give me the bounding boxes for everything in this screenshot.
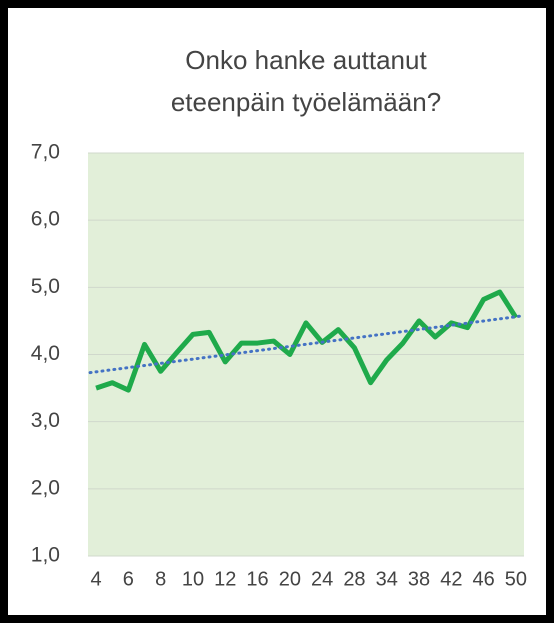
y-tick-label: 3,0 bbox=[31, 409, 60, 432]
y-tick-label: 7,0 bbox=[31, 141, 60, 164]
x-tick-label: 12 bbox=[214, 568, 236, 590]
chart-title: Onko hanke auttanut bbox=[185, 45, 427, 75]
x-tick-label: 34 bbox=[376, 568, 398, 590]
y-tick-label: 4,0 bbox=[31, 342, 60, 365]
x-tick-label: 42 bbox=[440, 568, 462, 590]
x-tick-label: 4 bbox=[91, 568, 102, 590]
x-tick-label: 50 bbox=[505, 568, 527, 590]
x-tick-label: 28 bbox=[343, 568, 365, 590]
x-tick-label: 10 bbox=[182, 568, 204, 590]
x-tick-label: 20 bbox=[279, 568, 301, 590]
data-line bbox=[95, 289, 519, 393]
x-tick-label: 24 bbox=[311, 568, 333, 590]
trendline bbox=[88, 314, 522, 375]
x-tick-label: 46 bbox=[473, 568, 495, 590]
y-tick-label: 1,0 bbox=[31, 544, 60, 567]
y-tick-label: 2,0 bbox=[31, 476, 60, 499]
x-tick-label: 6 bbox=[123, 568, 134, 590]
x-tick-label: 38 bbox=[408, 568, 430, 590]
y-tick-label: 6,0 bbox=[31, 208, 60, 231]
x-tick-label: 16 bbox=[246, 568, 268, 590]
chart-title: eteenpäin työelämään? bbox=[171, 87, 441, 117]
x-tick-label: 8 bbox=[155, 568, 166, 590]
y-tick-label: 5,0 bbox=[31, 275, 60, 298]
